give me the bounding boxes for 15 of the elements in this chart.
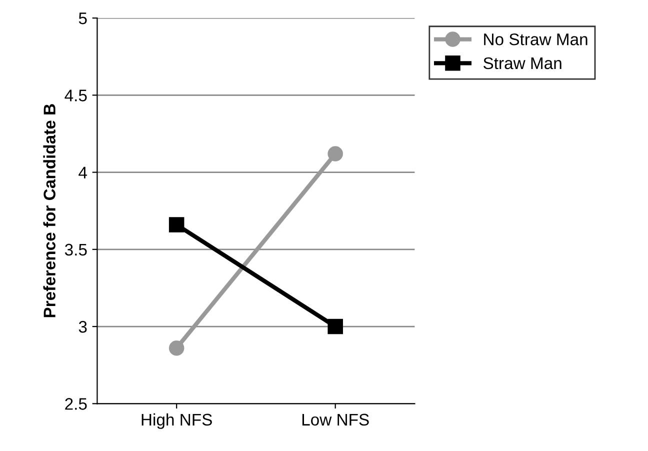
x-tick-label: High NFS bbox=[142, 413, 212, 429]
legend-label: No Straw Man bbox=[484, 33, 588, 46]
y-tick-label: 3 bbox=[78, 320, 87, 333]
point bbox=[328, 146, 343, 162]
y-tick-label: 4.5 bbox=[64, 90, 87, 102]
point bbox=[168, 340, 184, 356]
point bbox=[328, 318, 343, 334]
y-tick-label: 5 bbox=[78, 12, 87, 24]
legend-label: Straw Man bbox=[483, 57, 562, 70]
point bbox=[168, 217, 184, 232]
x-tick-label: Low NFS bbox=[302, 414, 369, 426]
y-tick-label: 4 bbox=[78, 166, 87, 178]
y-axis-title: Preference for Candidate B bbox=[43, 104, 56, 318]
y-tick-label: 2.5 bbox=[65, 398, 87, 410]
y-tick-label: 3.5 bbox=[64, 244, 87, 256]
